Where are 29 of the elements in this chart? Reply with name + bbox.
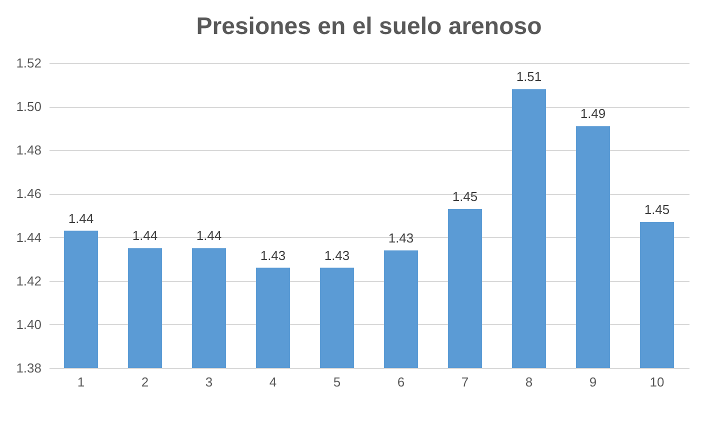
data-label: 1.44 [68,210,94,226]
y-tick-label: 1.52 [16,56,42,70]
x-tick-label: 9 [589,374,597,390]
data-label: 1.44 [132,228,158,244]
chart-title: Presiones en el suelo arenoso [196,13,542,40]
data-label: 1.43 [388,230,414,246]
y-tick-label: 1.50 [16,99,42,114]
x-tick-label: 10 [650,374,664,390]
data-label: 1.51 [516,69,542,84]
x-tick-label: 8 [525,374,533,390]
x-tick-label: 1 [77,374,85,390]
data-label: 1.44 [196,228,222,244]
x-tick-label: 7 [461,374,469,390]
data-label: 1.45 [452,188,478,204]
y-tick-label: 1.38 [16,360,42,376]
x-tick-label: 3 [205,374,213,390]
y-tick-label: 1.48 [16,142,42,158]
x-tick-label: 5 [333,374,341,390]
y-tick-label: 1.44 [16,230,42,245]
x-tick-label: 6 [397,374,405,390]
x-tick-label: 2 [141,374,149,390]
y-tick-label: 1.42 [16,273,42,288]
data-label: 1.43 [260,248,286,263]
y-tick-label: 1.46 [16,186,42,202]
data-label: 1.43 [324,248,350,263]
data-label: 1.49 [580,106,606,122]
x-tick-label: 4 [269,374,277,390]
y-tick-label: 1.40 [16,316,42,332]
data-label: 1.45 [644,202,670,218]
